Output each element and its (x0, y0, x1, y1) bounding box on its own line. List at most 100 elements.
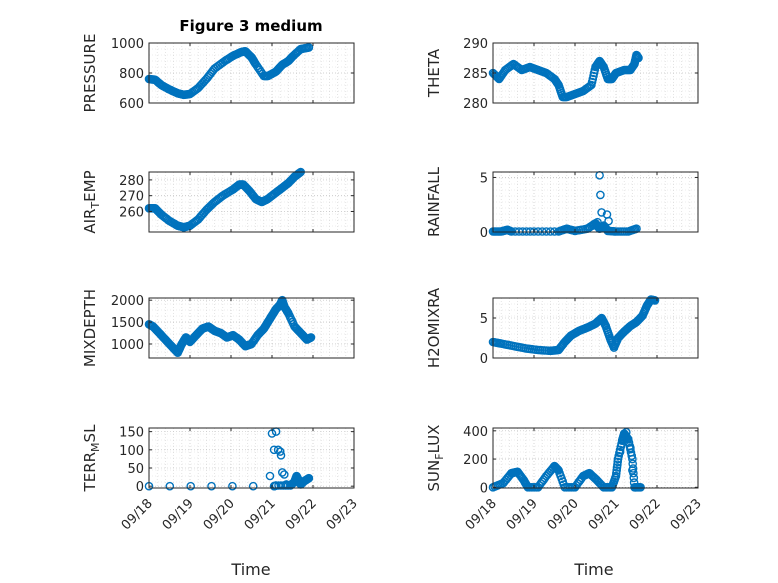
tick-marks (148, 42, 355, 104)
subplot-mixdepth: 1000 1500 2000 MIXDEPTH (81, 289, 355, 367)
y-tick-label: 50 (127, 462, 144, 477)
data-point (596, 190, 605, 200)
y-tick-label: 0 (480, 352, 488, 367)
y-tick-label: 1000 (111, 338, 144, 353)
x-tick-label: 09/19 (504, 496, 541, 533)
y-tick-label: 150 (119, 426, 144, 441)
tick-marks (492, 42, 699, 104)
y-axis-label: H2OMIXRA (425, 287, 443, 368)
y-tick-label: 280 (119, 174, 144, 189)
subplot-theta: 280 285 290 THETA (425, 37, 699, 112)
y-tick-label: 1000 (111, 37, 144, 52)
x-axis-label-left: Time (230, 560, 270, 579)
data-point (275, 447, 285, 456)
x-tick-label: 09/22 (627, 496, 664, 533)
data-point (622, 427, 631, 437)
data-point (611, 471, 621, 481)
y-tick-label: 800 (119, 67, 144, 82)
data-point (634, 53, 643, 63)
x-tick-label: 09/19 (160, 496, 197, 533)
y-axis-label: PRESSURE (81, 34, 99, 113)
tick-marks (492, 298, 699, 359)
data-point (306, 333, 316, 342)
data-point (276, 450, 286, 460)
y-tick-label: 260 (119, 205, 144, 220)
y-tick-label: 285 (463, 67, 488, 82)
x-tick-label: 09/21 (586, 496, 623, 533)
y-tick-label: 5 (480, 312, 488, 327)
tick-marks (148, 428, 355, 488)
axes-box (148, 171, 355, 233)
y-tick-label: 2000 (111, 294, 144, 309)
data-point (604, 216, 613, 226)
y-tick-label: 400 (463, 425, 488, 440)
x-tick-label: 09/18 (119, 496, 156, 533)
data-point (626, 443, 635, 453)
y-tick-label: 1500 (111, 316, 144, 331)
y-tick-label: 600 (119, 97, 144, 112)
tick-marks (492, 172, 699, 233)
y-tick-label: 270 (119, 190, 144, 205)
data-point (165, 481, 175, 491)
y-tick-label: 200 (463, 453, 488, 468)
axes-box (148, 427, 355, 489)
y-tick-label: 5 (480, 171, 488, 186)
x-tick-label: 09/18 (463, 496, 500, 533)
data-point (636, 482, 645, 492)
x-axis-label-right: Time (573, 560, 613, 579)
axes-box (492, 427, 699, 489)
subplot-h2omixra: 0 5 H2OMIXRA (425, 287, 699, 368)
y-axis-label: MIXDEPTH (81, 289, 99, 367)
x-tick-label: 09/20 (201, 496, 238, 533)
data-point (628, 466, 637, 475)
grid (149, 428, 354, 488)
data-point (615, 447, 625, 457)
data-point (628, 454, 637, 464)
x-tick-label: 09/20 (545, 496, 582, 533)
subplot-rainfall: 0 5 RAINFALL (425, 166, 699, 241)
y-tick-label: 290 (463, 37, 488, 52)
subplot-pressure: 600 800 1000 PRESSURE (81, 34, 355, 113)
data-point (507, 60, 517, 70)
data-point (228, 481, 237, 491)
data-point (279, 470, 289, 479)
x-tick-label: 09/23 (324, 496, 361, 533)
y-axis-label: RAINFALL (425, 166, 443, 237)
data-point (248, 481, 258, 491)
data-point (207, 481, 216, 491)
data-point (613, 460, 622, 470)
y-axis-label: SUNFLUX (425, 425, 446, 492)
y-axis-label: THETA (425, 48, 443, 98)
data-point (265, 471, 275, 481)
data-point (613, 457, 623, 467)
tick-marks (492, 428, 699, 488)
data-point (186, 481, 195, 491)
y-tick-label: 280 (463, 97, 488, 112)
axes-box (492, 297, 699, 359)
tick-marks (148, 298, 355, 358)
data-point (304, 473, 314, 483)
subplot-sun-flux: 0 200 400 SUNFLUX 09/18 09/19 09/20 09/21 09/22 0… (425, 425, 705, 534)
x-tick-label: 09/23 (668, 496, 705, 533)
data-point (593, 217, 602, 227)
y-tick-label: 0 (480, 226, 488, 241)
figure-title: Figure 3 medium (179, 17, 322, 35)
y-tick-label: 100 (119, 444, 144, 459)
axes-box (148, 297, 355, 359)
data-point (277, 468, 287, 477)
y-axis-label: TERRMSL (81, 424, 102, 493)
x-tick-label: 09/22 (283, 496, 320, 533)
axes-box (492, 171, 699, 233)
data-point (304, 43, 314, 52)
tick-marks (148, 172, 355, 232)
x-tick-label: 09/21 (242, 496, 279, 533)
y-tick-label: 0 (480, 481, 488, 496)
y-tick-label: 0 (136, 480, 144, 495)
data-point (627, 451, 637, 461)
data-point (650, 296, 660, 305)
data-point (612, 466, 622, 475)
